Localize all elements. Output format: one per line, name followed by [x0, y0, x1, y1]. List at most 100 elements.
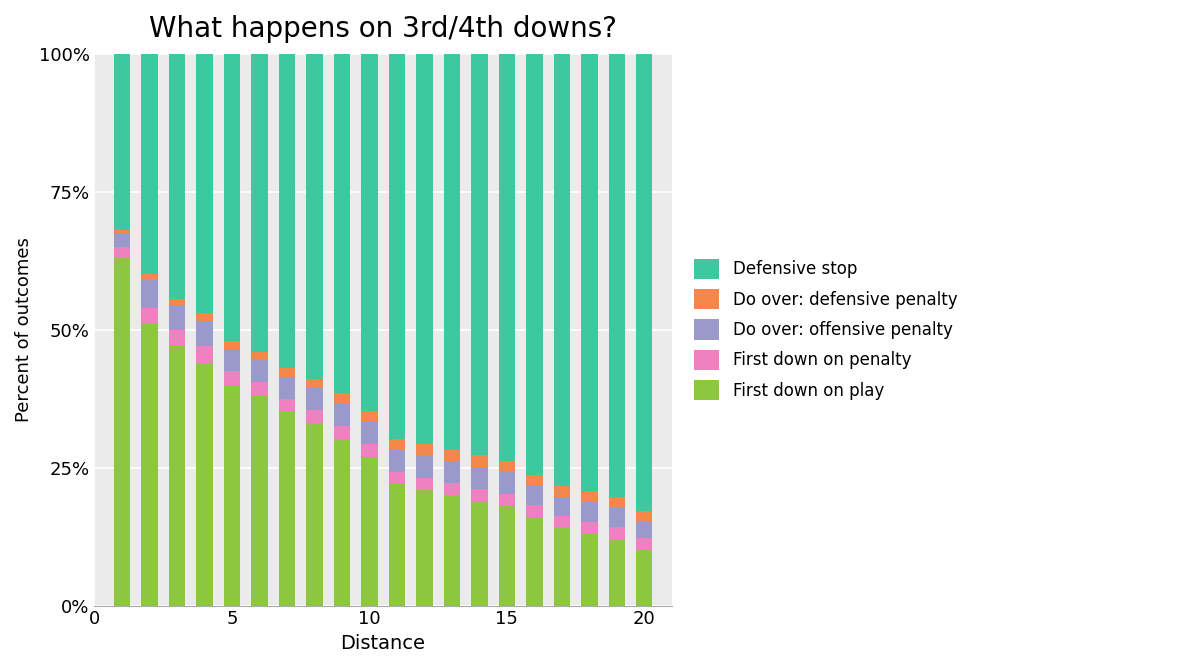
Bar [334, 53, 350, 393]
Bar [389, 484, 406, 606]
Bar [278, 412, 295, 606]
Bar [444, 495, 460, 606]
Bar [114, 247, 130, 258]
Bar [223, 371, 240, 385]
Bar [608, 53, 625, 497]
Bar [608, 539, 625, 606]
Bar [416, 456, 432, 478]
Bar [361, 411, 378, 422]
Bar [608, 497, 625, 508]
Bar [142, 275, 157, 280]
Bar [306, 387, 323, 409]
Bar [553, 497, 570, 516]
Bar [278, 368, 295, 377]
Bar [278, 399, 295, 412]
Bar [223, 385, 240, 606]
Bar [114, 53, 130, 230]
Bar [581, 492, 598, 502]
Bar [223, 341, 240, 349]
Bar [472, 466, 487, 488]
Bar [472, 456, 487, 466]
Bar [114, 230, 130, 233]
Bar [416, 53, 432, 444]
Bar [553, 528, 570, 606]
Bar [581, 522, 598, 534]
Bar [636, 53, 653, 510]
Bar [278, 377, 295, 399]
Bar [223, 349, 240, 371]
Bar [142, 280, 157, 307]
Bar [498, 461, 515, 472]
Bar [389, 53, 406, 439]
Bar [553, 516, 570, 528]
Bar [608, 527, 625, 539]
Bar [251, 351, 268, 360]
Bar [498, 53, 515, 461]
Bar [553, 486, 570, 497]
Bar [444, 450, 460, 461]
Bar [444, 483, 460, 495]
Bar [196, 313, 212, 321]
Bar [636, 550, 653, 606]
Bar [389, 450, 406, 472]
Bar [169, 299, 185, 305]
Bar [526, 505, 542, 517]
Bar [389, 472, 406, 484]
Bar [196, 321, 212, 346]
Bar [553, 53, 570, 486]
Bar [444, 461, 460, 483]
Bar [636, 538, 653, 550]
Bar [498, 494, 515, 506]
Bar [142, 53, 157, 275]
Bar [581, 534, 598, 606]
Bar [361, 422, 378, 444]
Bar [581, 53, 598, 492]
Bar [196, 53, 212, 313]
Bar [526, 486, 542, 505]
Bar [306, 379, 323, 387]
Bar [498, 506, 515, 606]
Bar [169, 305, 185, 329]
Bar [196, 346, 212, 363]
Bar [472, 488, 487, 501]
Bar [334, 393, 350, 404]
Bar [114, 233, 130, 247]
Title: What happens on 3rd/4th downs?: What happens on 3rd/4th downs? [149, 15, 617, 43]
Bar [251, 53, 268, 351]
Bar [251, 382, 268, 396]
Bar [114, 258, 130, 606]
Bar [306, 409, 323, 424]
X-axis label: Distance: Distance [341, 634, 426, 653]
Bar [251, 360, 268, 382]
Bar [361, 444, 378, 456]
Bar [636, 510, 653, 522]
Bar [472, 53, 487, 456]
Bar [526, 53, 542, 475]
Bar [169, 346, 185, 606]
Bar [306, 424, 323, 606]
Bar [526, 475, 542, 486]
Y-axis label: Percent of outcomes: Percent of outcomes [16, 237, 34, 422]
Bar [636, 522, 653, 538]
Bar [306, 53, 323, 379]
Bar [361, 53, 378, 411]
Bar [416, 478, 432, 490]
Bar [223, 53, 240, 341]
Bar [334, 426, 350, 440]
Bar [169, 53, 185, 299]
Bar [444, 53, 460, 450]
Bar [472, 501, 487, 606]
Bar [169, 329, 185, 346]
Bar [416, 444, 432, 456]
Bar [334, 440, 350, 606]
Bar [389, 439, 406, 450]
Bar [278, 53, 295, 368]
Bar [334, 404, 350, 426]
Bar [142, 324, 157, 606]
Bar [416, 490, 432, 606]
Bar [498, 472, 515, 494]
Bar [251, 396, 268, 606]
Bar [608, 508, 625, 527]
Bar [526, 517, 542, 606]
Bar [196, 363, 212, 606]
